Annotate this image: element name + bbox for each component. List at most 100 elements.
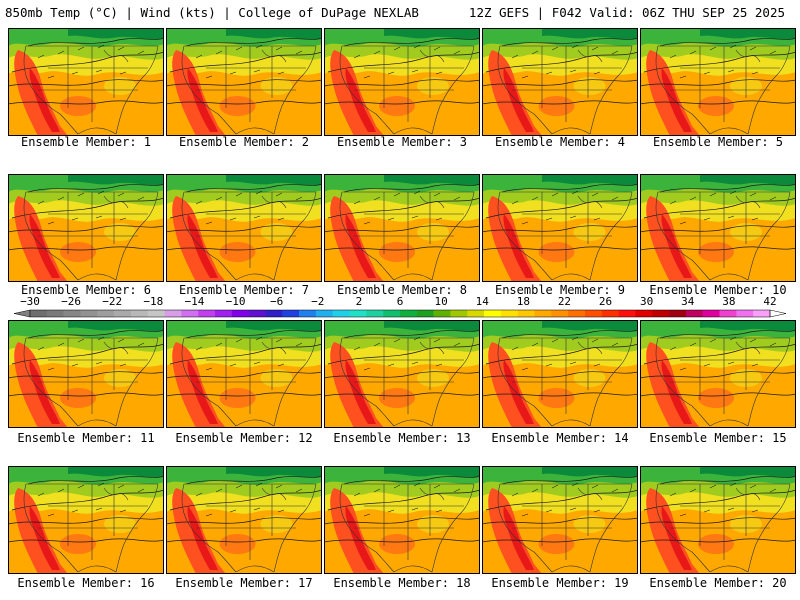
colorbar-swatch — [332, 310, 350, 317]
colorbar-swatch — [383, 310, 401, 317]
colorbar-tick-label: 30 — [640, 295, 653, 308]
member-map — [324, 174, 480, 282]
member-map — [166, 466, 322, 574]
colorbar-swatch — [534, 310, 552, 317]
colorbar-swatch — [433, 310, 451, 317]
colorbar-swatch — [198, 310, 216, 317]
colorbar-swatch — [484, 310, 502, 317]
ensemble-member-label: Ensemble Member: 15 — [649, 431, 787, 445]
ensemble-member-label: Ensemble Member: 6 — [20, 283, 152, 297]
colorbar-swatch — [181, 310, 199, 317]
colorbar-swatch — [500, 310, 519, 317]
ensemble-member-panel — [640, 466, 796, 574]
colorbar-swatch — [736, 310, 754, 317]
ensemble-member-panel — [166, 320, 322, 428]
run-valid-time: 12Z GEFS | F042 Valid: 06Z THU SEP 25 20… — [468, 5, 785, 20]
temperature-colorbar: −30 −26 −22 −18 −14 −10 −6 −2 2 6 10 14 18 22 26 30 34 38… — [8, 293, 792, 321]
ensemble-member-label: Ensemble Member: 12 — [175, 431, 313, 445]
colorbar-swatch — [366, 310, 384, 317]
ensemble-member-panel — [324, 28, 480, 136]
colorbar-swatch — [467, 310, 485, 317]
colorbar-swatch — [702, 310, 720, 317]
ensemble-member-label: Ensemble Member: 10 — [649, 283, 787, 297]
colorbar-swatch — [164, 310, 182, 317]
ensemble-member-panel — [482, 174, 638, 282]
ensemble-member-panel — [482, 466, 638, 574]
ensemble-member-panel — [8, 320, 164, 428]
ensemble-member-label: Ensemble Member: 2 — [178, 135, 310, 149]
colorbar-swatch — [114, 310, 132, 317]
colorbar-tick-label: −10 — [226, 295, 246, 308]
colorbar-swatch — [248, 310, 266, 317]
ensemble-member-label: Ensemble Member: 1 — [20, 135, 152, 149]
member-map — [640, 28, 796, 136]
colorbar-tick-label: 42 — [763, 295, 776, 308]
ensemble-member-label: Ensemble Member: 3 — [336, 135, 468, 149]
member-map — [166, 28, 322, 136]
ensemble-member-panel — [8, 174, 164, 282]
colorbar-swatch — [80, 310, 98, 317]
colorbar-swatch — [130, 310, 149, 317]
ensemble-member-panel — [166, 466, 322, 574]
colorbar-swatch — [30, 310, 48, 317]
colorbar-tick-label: 14 — [476, 295, 490, 308]
ensemble-member-panel — [8, 28, 164, 136]
colorbar-tick-label: −26 — [61, 295, 81, 308]
member-map — [482, 466, 638, 574]
ensemble-member-panel — [166, 28, 322, 136]
ensemble-member-label: Ensemble Member: 13 — [333, 431, 471, 445]
colorbar-tick-label: 18 — [517, 295, 530, 308]
ensemble-member-panel — [8, 466, 164, 574]
colorbar-tick-label: 34 — [681, 295, 695, 308]
ensemble-member-label: Ensemble Member: 9 — [494, 283, 626, 297]
ensemble-member-label: Ensemble Member: 20 — [649, 576, 787, 590]
member-map — [482, 174, 638, 282]
colorbar-swatch — [450, 310, 468, 317]
ensemble-member-panel — [640, 320, 796, 428]
ensemble-member-panel — [324, 320, 480, 428]
colorbar-swatch — [753, 310, 771, 317]
colorbar-max-arrow — [769, 309, 787, 318]
colorbar-tick-label: −14 — [185, 295, 205, 308]
colorbar-swatch — [585, 310, 603, 317]
colorbar-swatch — [669, 310, 687, 317]
colorbar-swatch — [315, 310, 334, 317]
ensemble-member-label: Ensemble Member: 5 — [652, 135, 784, 149]
colorbar-swatch — [63, 310, 81, 317]
colorbar-swatch — [265, 310, 283, 317]
colorbar-swatch — [282, 310, 300, 317]
ensemble-member-panel — [640, 174, 796, 282]
member-map — [482, 320, 638, 428]
ensemble-member-panel — [482, 320, 638, 428]
colorbar-swatch — [551, 310, 569, 317]
member-map — [482, 28, 638, 136]
colorbar-tick-label: −6 — [270, 295, 283, 308]
member-map — [640, 466, 796, 574]
colorbar-tick-label: −30 — [20, 295, 40, 308]
member-map — [8, 174, 164, 282]
member-map — [166, 174, 322, 282]
ensemble-member-label: Ensemble Member: 7 — [178, 283, 310, 297]
member-map — [640, 174, 796, 282]
colorbar-swatch — [400, 310, 418, 317]
member-map — [324, 28, 480, 136]
colorbar-swatch — [685, 310, 704, 317]
colorbar-swatch — [618, 310, 636, 317]
colorbar-swatch — [299, 310, 317, 317]
ensemble-member-label: Ensemble Member: 4 — [494, 135, 626, 149]
colorbar-swatch — [46, 310, 64, 317]
ensemble-member-label: Ensemble Member: 11 — [17, 431, 155, 445]
colorbar-tick-label: −18 — [143, 295, 163, 308]
ensemble-member-panel — [482, 28, 638, 136]
colorbar-swatch — [568, 310, 586, 317]
colorbar-swatch — [416, 310, 434, 317]
colorbar-swatch — [601, 310, 619, 317]
member-map — [8, 28, 164, 136]
member-map — [324, 320, 480, 428]
member-map — [166, 320, 322, 428]
ensemble-member-panel — [166, 174, 322, 282]
colorbar-swatch — [652, 310, 670, 317]
colorbar-swatch — [635, 310, 653, 317]
colorbar-swatch — [147, 310, 165, 317]
ensemble-member-panel — [324, 466, 480, 574]
